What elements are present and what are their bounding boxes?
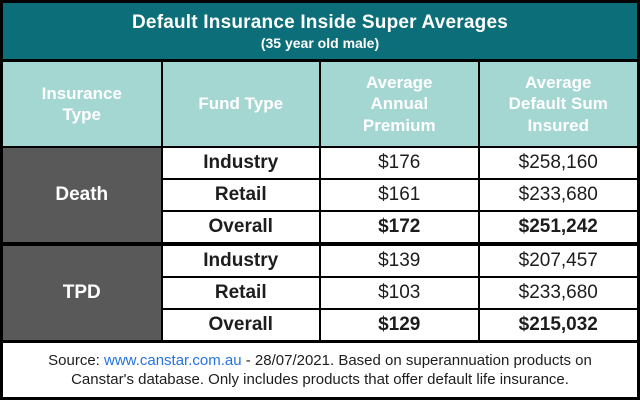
col-header-label: Average Default Sum Insured — [508, 73, 608, 135]
source-line-1-rest: - 28/07/2021. Based on superannuation pr… — [241, 352, 592, 369]
section-label-tpd: TPD — [3, 242, 163, 343]
premium-cell: $103 — [319, 276, 480, 310]
table-row: Death Industry $176 $258,160 — [3, 146, 637, 246]
table-row: Retail $103 $233,680 — [3, 276, 637, 310]
source-label: Source: — [48, 352, 105, 369]
source-line-1: Source: www.canstar.com.au - 28/07/2021.… — [3, 351, 637, 370]
col-header-label: Fund Type — [198, 94, 284, 114]
source-line-2: Canstar's database. Only includes produc… — [71, 371, 569, 388]
col-header-label: Average Annual Premium — [362, 73, 436, 135]
canstar-link[interactable]: www.canstar.com.au — [104, 352, 242, 369]
insurance-table: Insurance Type Fund Type Average Annual … — [3, 62, 637, 343]
sum-insured-cell: $215,032 — [477, 308, 637, 343]
col-header-average-annual-premium: Average Annual Premium — [319, 62, 480, 148]
col-header-label: Insurance Type — [41, 83, 122, 124]
table-row: Retail $161 $233,680 — [3, 178, 637, 212]
fund-type-cell: Overall — [161, 210, 321, 245]
sum-insured-cell: $233,680 — [477, 276, 637, 310]
table-row: TPD Industry $139 $207,457 — [3, 242, 637, 343]
table-row-overall: Overall $172 $251,242 — [3, 210, 637, 245]
sum-insured-cell: $251,242 — [477, 210, 637, 245]
premium-cell: $172 — [319, 210, 480, 245]
header-row: Insurance Type Fund Type Average Annual … — [3, 62, 637, 148]
sum-insured-cell: $258,160 — [477, 146, 637, 180]
source-note: Source: www.canstar.com.au - 28/07/2021.… — [3, 343, 637, 397]
title-bar: Default Insurance Inside Super Averages … — [3, 3, 637, 62]
premium-cell: $161 — [319, 178, 480, 212]
col-header-fund-type: Fund Type — [160, 62, 321, 148]
premium-cell: $139 — [319, 242, 480, 278]
chart-title: Default Insurance Inside Super Averages — [132, 11, 508, 33]
section-label-death: Death — [3, 146, 163, 246]
fund-type-cell: Overall — [161, 308, 321, 343]
table-row-overall: Overall $129 $215,032 — [3, 308, 637, 343]
fund-type-cell: Industry — [160, 146, 321, 180]
chart-subtitle: (35 year old male) — [260, 34, 380, 51]
col-header-insurance-type: Insurance Type — [3, 62, 163, 148]
fund-type-cell: Retail — [161, 276, 321, 310]
fund-type-cell: Industry — [160, 242, 321, 278]
sum-insured-cell: $233,680 — [477, 178, 637, 212]
fund-type-cell: Retail — [161, 178, 321, 212]
sum-insured-cell: $207,457 — [477, 242, 637, 278]
premium-cell: $176 — [319, 146, 480, 180]
col-header-average-default-sum-insured: Average Default Sum Insured — [477, 62, 637, 148]
premium-cell: $129 — [319, 308, 480, 343]
